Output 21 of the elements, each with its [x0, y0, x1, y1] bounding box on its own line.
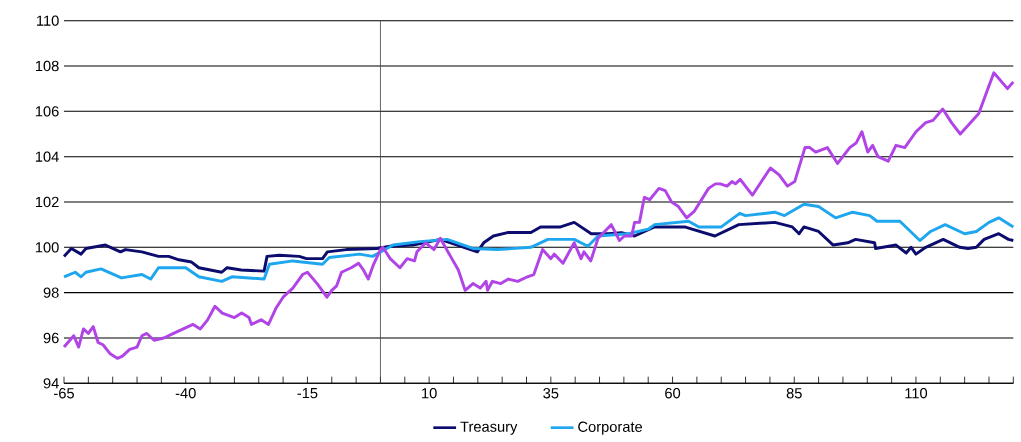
y-tick-label: 98 — [43, 287, 59, 298]
x-tick-label: -15 — [297, 388, 318, 399]
x-tick-label: 60 — [665, 388, 681, 399]
y-tick-label: 100 — [35, 242, 59, 253]
legend-label: Corporate — [578, 421, 643, 435]
y-tick-label: 106 — [35, 106, 59, 117]
line-series — [62, 220, 1015, 274]
y-tick-label: 108 — [35, 60, 59, 72]
x-tick-label: -40 — [175, 388, 196, 399]
y-tick-label: 104 — [35, 151, 59, 162]
line-series — [62, 202, 1015, 283]
x-tick-label: -65 — [54, 388, 74, 399]
y-tick-label: 102 — [35, 196, 59, 208]
x-tick-label: 85 — [786, 388, 802, 399]
x-tick-label: 110 — [905, 388, 928, 399]
legend-label: Treasury — [460, 421, 518, 435]
x-tick-label: 10 — [422, 388, 437, 399]
x-tick-label: 35 — [543, 388, 559, 399]
y-tick-label: 94 — [43, 378, 59, 389]
y-tick-label: 96 — [43, 332, 59, 344]
y-tick-label: 110 — [37, 15, 59, 26]
